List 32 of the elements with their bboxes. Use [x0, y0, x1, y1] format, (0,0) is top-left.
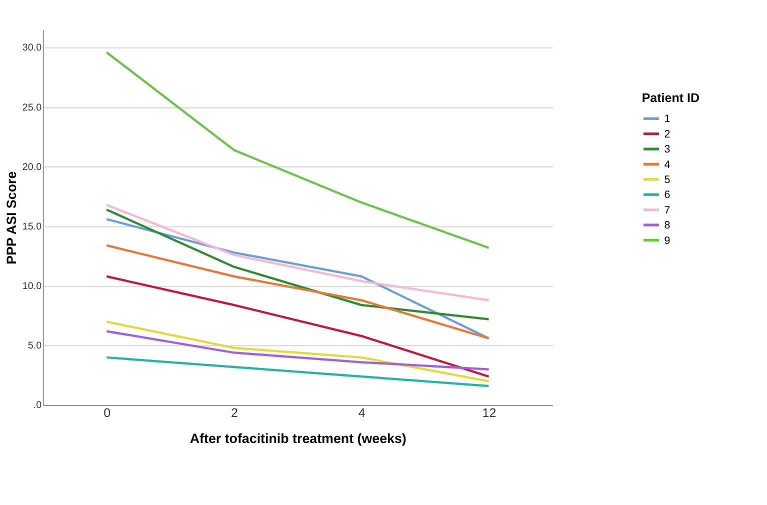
line-series — [105, 51, 490, 249]
line-series — [105, 204, 490, 302]
legend-title: Patient ID — [642, 91, 700, 106]
y-tick-label: .0 — [33, 400, 42, 412]
y-axis-title: PPP ASI Score — [4, 171, 20, 264]
y-tick-label: 25.0 — [22, 102, 42, 114]
legend-label: 1 — [664, 113, 670, 126]
y-tick-label: 20.0 — [22, 162, 42, 173]
line-series — [105, 330, 490, 370]
legend-label: 8 — [664, 220, 670, 232]
y-tick-label: 30.0 — [22, 42, 42, 54]
line-series — [105, 356, 490, 388]
legend-label: 7 — [664, 204, 670, 216]
y-tick-label: 10.0 — [22, 281, 42, 292]
line-series — [105, 218, 490, 340]
legend-label: 9 — [664, 234, 670, 247]
y-tick-label: 15.0 — [22, 221, 42, 232]
line-series — [105, 275, 490, 378]
line-series — [105, 208, 490, 320]
line-series — [105, 244, 490, 340]
line-series — [105, 320, 490, 382]
legend-label: 4 — [664, 158, 670, 171]
legend-label: 3 — [664, 144, 670, 156]
x-tick-label: 2 — [230, 406, 238, 420]
legend-label: 6 — [664, 189, 670, 202]
legend-label: 5 — [664, 174, 670, 186]
x-axis-title: After tofacitinib treatment (weeks) — [190, 431, 406, 446]
x-tick-label: 4 — [358, 406, 366, 420]
x-tick-label: 12 — [482, 406, 496, 420]
legend-label: 2 — [664, 128, 670, 140]
y-tick-label: 5.0 — [28, 340, 42, 352]
x-tick-label: 0 — [104, 406, 111, 420]
